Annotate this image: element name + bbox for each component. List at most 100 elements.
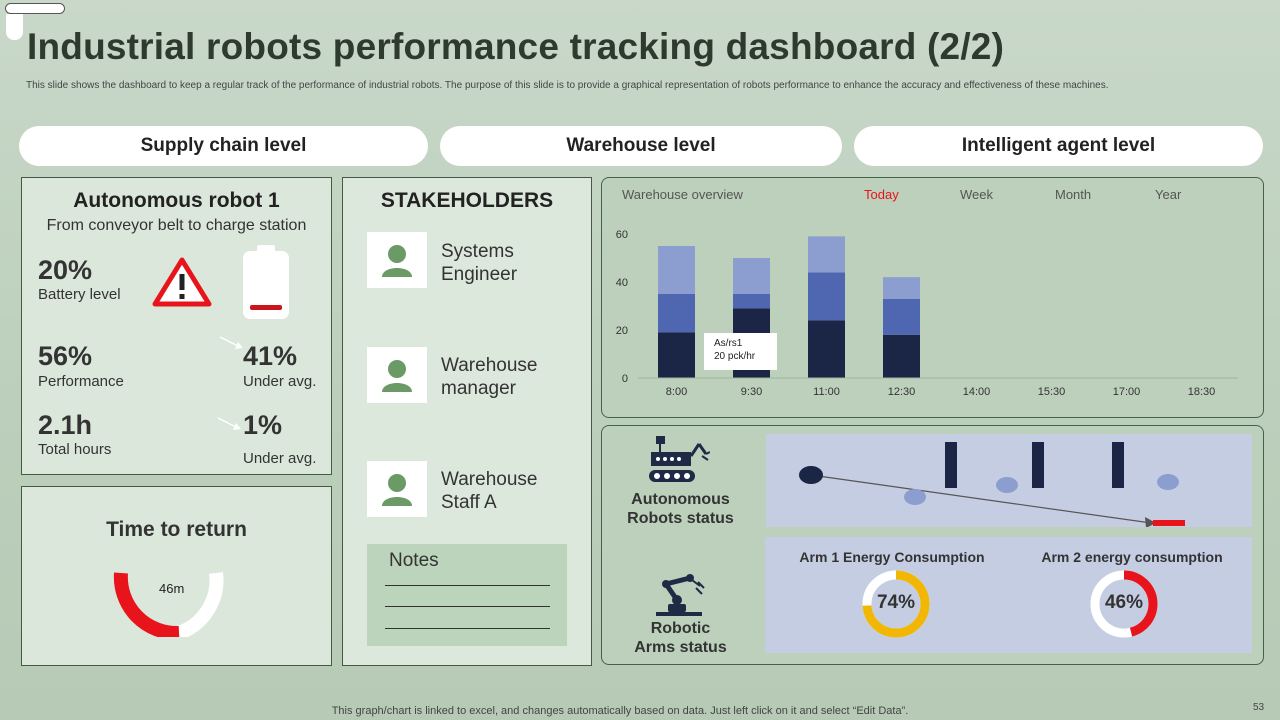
robotic-arm-icon bbox=[652, 572, 708, 618]
notes-box[interactable]: Notes bbox=[367, 544, 567, 646]
time-to-return-gauge bbox=[112, 569, 244, 637]
bar-segment bbox=[808, 320, 845, 378]
arms-energy-visual: Arm 1 Energy Consumption Arm 2 energy co… bbox=[765, 537, 1252, 653]
tooltip-line2: 20 pck/hr bbox=[714, 350, 767, 363]
x-tick-label: 9:30 bbox=[741, 386, 762, 398]
page-number: 53 bbox=[1253, 702, 1264, 713]
notes-label: Notes bbox=[389, 550, 439, 572]
stakeholder-3-line2: Staff A bbox=[441, 491, 537, 514]
bar-segment bbox=[883, 335, 920, 378]
warning-icon bbox=[151, 256, 213, 308]
page-subtitle: This slide shows the dashboard to keep a… bbox=[26, 80, 1108, 91]
arm1-title: Arm 1 Energy Consumption bbox=[765, 549, 1019, 565]
warehouse-overview-panel: Warehouse overview Today Week Month Year… bbox=[601, 177, 1264, 418]
level-warehouse: Warehouse level bbox=[440, 126, 842, 166]
station-bar bbox=[1112, 442, 1124, 488]
time-to-return-value: 46m bbox=[159, 581, 184, 596]
x-tick-label: 18:30 bbox=[1188, 386, 1216, 398]
y-tick-label: 60 bbox=[616, 229, 628, 241]
tooltip-line1: As/rs1 bbox=[714, 337, 767, 350]
page-title: Industrial robots performance tracking d… bbox=[27, 26, 1004, 68]
chart-tooltip: As/rs1 20 pck/hr bbox=[704, 333, 777, 370]
stakeholder-2-line1: Warehouse bbox=[441, 354, 537, 377]
stakeholder-2: Warehouse manager bbox=[441, 354, 537, 400]
top-pill-decoration bbox=[5, 3, 65, 14]
level-intelligent-agent: Intelligent agent level bbox=[854, 126, 1263, 166]
robots-status-line2: Robots status bbox=[602, 509, 759, 528]
hours-label: Total hours bbox=[38, 441, 111, 458]
station-bar bbox=[1032, 442, 1044, 488]
bar-segment bbox=[733, 294, 770, 308]
battery-value: 20% bbox=[38, 255, 92, 286]
top-tab-decoration bbox=[6, 14, 23, 40]
robot-panel: Autonomous robot 1 From conveyor belt to… bbox=[21, 177, 332, 475]
robots-path-diagram bbox=[766, 434, 1252, 527]
performance-label: Performance bbox=[38, 373, 124, 390]
level-supply-chain: Supply chain level bbox=[19, 126, 428, 166]
robot-subtitle: From conveyor belt to charge station bbox=[22, 217, 331, 235]
notes-line bbox=[385, 585, 550, 586]
stakeholders-panel: STAKEHOLDERS Systems Engineer Warehouse … bbox=[342, 177, 592, 666]
arrow-down-right-icon bbox=[218, 335, 244, 351]
arms-status-label: Robotic Arms status bbox=[602, 619, 759, 657]
user-icon bbox=[381, 358, 413, 392]
robots-status-label: Autonomous Robots status bbox=[602, 490, 759, 528]
stakeholders-title: STAKEHOLDERS bbox=[343, 189, 591, 213]
stakeholder-3: Warehouse Staff A bbox=[441, 468, 537, 514]
bar-segment bbox=[658, 332, 695, 378]
battery-icon bbox=[241, 244, 293, 322]
under-avg-1-value: 41% bbox=[243, 341, 297, 372]
user-icon bbox=[381, 243, 413, 277]
notes-line bbox=[385, 606, 550, 607]
y-tick-label: 20 bbox=[616, 325, 628, 337]
bar-segment bbox=[658, 294, 695, 332]
robot-marker-start bbox=[799, 466, 823, 484]
bar-segment bbox=[808, 272, 845, 320]
y-tick-label: 40 bbox=[616, 277, 628, 289]
x-tick-label: 8:00 bbox=[666, 386, 687, 398]
stakeholder-3-line1: Warehouse bbox=[441, 468, 537, 491]
bar-segment bbox=[883, 299, 920, 335]
robot-title: Autonomous robot 1 bbox=[22, 189, 331, 213]
under-avg-2-value: 1% bbox=[243, 410, 282, 441]
x-tick-label: 14:00 bbox=[963, 386, 991, 398]
user-icon bbox=[381, 472, 413, 506]
time-to-return-title: Time to return bbox=[22, 518, 331, 542]
robot-marker bbox=[904, 489, 926, 505]
bar-segment bbox=[883, 277, 920, 299]
station-bar bbox=[945, 442, 957, 488]
stakeholder-avatar-2 bbox=[367, 347, 427, 403]
bar-segment bbox=[733, 258, 770, 294]
footer-note-text: This graph/chart is linked to excel, and… bbox=[332, 705, 909, 717]
stakeholder-1-line1: Systems bbox=[441, 240, 517, 263]
bar-segment bbox=[808, 236, 845, 272]
stakeholder-2-line2: manager bbox=[441, 377, 537, 400]
stakeholder-avatar-3 bbox=[367, 461, 427, 517]
battery-label: Battery level bbox=[38, 286, 121, 303]
under-avg-1-label: Under avg. bbox=[243, 373, 316, 390]
robots-status-visual bbox=[766, 434, 1252, 527]
arms-status-line1: Robotic bbox=[602, 619, 759, 638]
y-tick-label: 0 bbox=[622, 373, 628, 385]
arms-status-line2: Arms status bbox=[602, 638, 759, 657]
time-to-return-panel: Time to return 46m bbox=[21, 486, 332, 666]
charge-station-marker bbox=[1153, 520, 1185, 526]
footer-note: This graph/chart is linked to excel, and… bbox=[0, 705, 1280, 717]
stakeholder-1: Systems Engineer bbox=[441, 240, 517, 286]
stakeholder-avatar-1 bbox=[367, 232, 427, 288]
x-tick-label: 17:00 bbox=[1113, 386, 1141, 398]
arm2-title: Arm 2 energy consumption bbox=[1005, 549, 1259, 565]
robot-marker bbox=[996, 477, 1018, 493]
robot-marker bbox=[1157, 474, 1179, 490]
x-tick-label: 12:30 bbox=[888, 386, 916, 398]
arrow-down-right-icon-2 bbox=[216, 416, 242, 432]
arm1-value: 74% bbox=[861, 592, 931, 614]
robots-status-line1: Autonomous bbox=[602, 490, 759, 509]
status-panel: Autonomous Robots status Robotic Arms st… bbox=[601, 425, 1264, 665]
x-tick-label: 15:30 bbox=[1038, 386, 1066, 398]
notes-line bbox=[385, 628, 550, 629]
hours-value: 2.1h bbox=[38, 410, 92, 441]
arm2-value: 46% bbox=[1089, 592, 1159, 614]
under-avg-2-label: Under avg. bbox=[243, 450, 316, 467]
autonomous-robot-icon bbox=[648, 434, 710, 488]
